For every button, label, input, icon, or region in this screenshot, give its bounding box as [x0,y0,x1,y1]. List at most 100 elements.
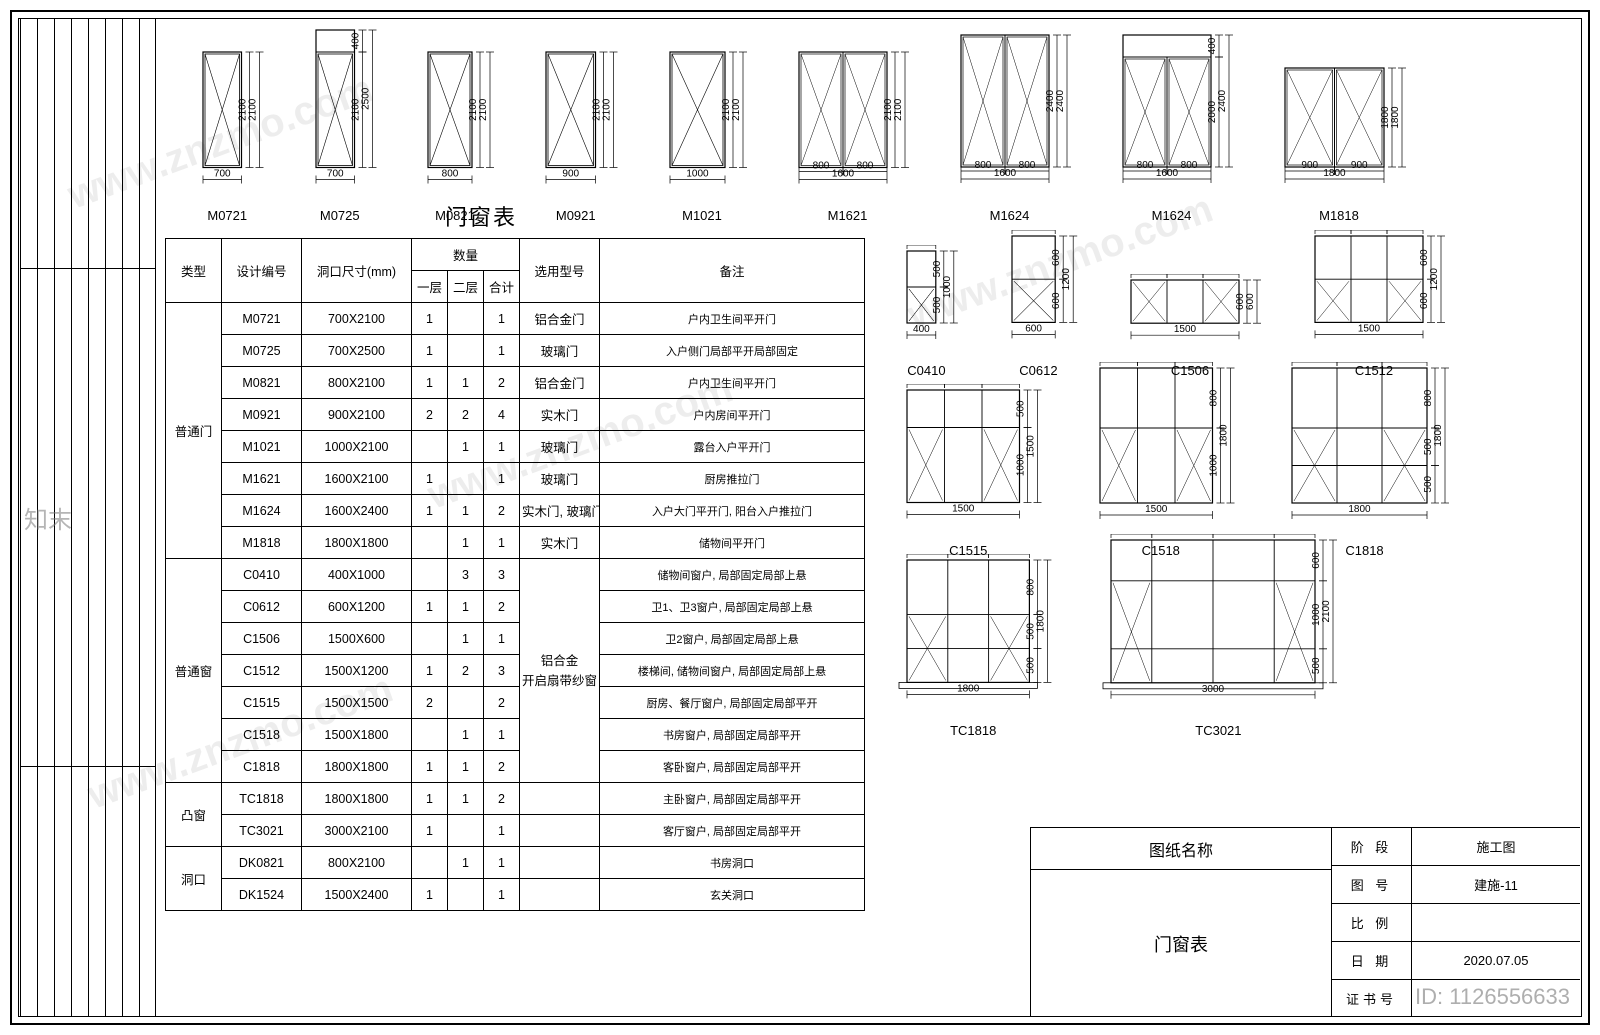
cell-size: 1600X2100 [302,463,412,495]
cell-size: 1800X1800 [302,751,412,783]
cell-q1 [412,719,448,751]
svg-text:500: 500 [1423,475,1434,492]
svg-text:600: 600 [1051,292,1062,309]
svg-text:1000: 1000 [942,275,953,298]
svg-text:600: 600 [1419,249,1430,266]
table-row: M18181800X180011实木门储物间平开门 [166,527,865,559]
cell-size: 600X1200 [302,591,412,623]
cell-model: 铝合金门 [520,367,600,399]
svg-text:2100: 2100 [248,98,259,121]
cell-qt: 1 [484,879,520,911]
svg-text:1800: 1800 [957,684,980,695]
cell-code: TC3021 [222,815,302,847]
svg-text:800: 800 [812,160,829,171]
cell-q1: 1 [412,591,448,623]
cell-size: 1500X1500 [302,687,412,719]
cell-q2 [448,463,484,495]
window-elevation: 500 500 500 1500 500 1000 1500C1515 [883,384,1054,558]
svg-text:1800: 1800 [1035,610,1046,633]
tb-row-value [1412,904,1580,941]
svg-text:1500: 1500 [1358,324,1381,335]
cell-code: C0410 [222,559,302,591]
cell-size: 700X2100 [302,303,412,335]
cell-size: 3000X2100 [302,815,412,847]
table-row: M16211600X210011玻璃门厨房推拉门 [166,463,865,495]
cell-qt: 1 [484,335,520,367]
svg-text:1500: 1500 [952,504,975,515]
windows-row-3: 600 600 600 1800 800 500 500 1800TC1818 … [875,568,1580,738]
svg-text:1000: 1000 [686,168,709,179]
svg-text:900: 900 [1301,160,1318,171]
cell-size: 1500X600 [302,623,412,655]
cell-code: C1515 [222,687,302,719]
cell-q1: 2 [412,399,448,431]
cell-remark: 入户侧门局部平开局部固定 [600,335,865,367]
watermark-id: ID: 1126556633 [1415,984,1570,1010]
tb-name-label: 图纸名称 [1031,837,1331,861]
table-row: M0725700X250011玻璃门入户侧门局部平开局部固定 [166,335,865,367]
cell-size: 800X2100 [302,847,412,879]
svg-text:1800: 1800 [1433,424,1444,447]
svg-text:800: 800 [1208,389,1219,406]
svg-text:400: 400 [1207,37,1218,54]
titleblock-row: 日 期 2020.07.05 [1332,942,1580,980]
cell-q2: 2 [448,399,484,431]
svg-text:2500: 2500 [360,87,371,110]
svg-text:600: 600 [1025,324,1042,335]
window-code: TC3021 [1195,723,1241,738]
svg-text:1500: 1500 [1174,324,1197,335]
cell-code: M0821 [222,367,302,399]
tb-row-label: 证书号 [1332,980,1412,1017]
cell-remark: 户内卫生间平开门 [600,367,865,399]
cell-remark: 卫1、卫3窗户, 局部固定局部上悬 [600,591,865,623]
cell-size: 1600X2400 [302,495,412,527]
cell-qt: 3 [484,559,520,591]
cell-code: C1518 [222,719,302,751]
cell-remark: 户内卫生间平开门 [600,303,865,335]
door-code: M1624 [990,208,1030,223]
table-row: C15061500X60011卫2窗户, 局部固定局部上悬 [166,623,865,655]
cell-code: TC1818 [222,783,302,815]
cell-type: 普通窗 [166,559,222,783]
sheet-title: 门窗表 [445,200,517,232]
cell-type: 凸窗 [166,783,222,847]
table-row: M0821800X2100112铝合金门户内卫生间平开门 [166,367,865,399]
svg-text:500: 500 [1016,400,1027,417]
tb-phase-label: 阶 段 [1332,828,1412,865]
tb-name-value: 门窗表 [1031,870,1331,1017]
cell-qt: 1 [484,527,520,559]
door-code: M1021 [682,208,722,223]
cell-q2: 1 [448,495,484,527]
svg-text:400: 400 [913,324,930,335]
svg-text:600: 600 [1419,292,1430,309]
door-elevation: 700 2100 2100M0721 [175,44,280,223]
svg-text:800: 800 [1025,579,1036,596]
table-row: 普通门M0721700X210011铝合金门户内卫生间平开门 [166,303,865,335]
cell-q1 [412,847,448,879]
cell-q1 [412,623,448,655]
svg-text:1500: 1500 [1026,435,1037,458]
tb-row-value: 建施-11 [1412,866,1580,903]
window-elevation: 600 600 600 1800 800 500 500 1800TC1818 [883,554,1063,738]
table-row: TC30213000X210011客厅窗户, 局部固定局部平开 [166,815,865,847]
cell-code: M1021 [222,431,302,463]
svg-text:2100: 2100 [721,98,732,121]
windows-row-2: 500 500 500 1500 500 1000 1500C1515 500 … [875,388,1580,558]
svg-text:800: 800 [856,160,873,171]
th-code: 设计编号 [222,239,302,303]
table-row: 普通窗C0410400X100033铝合金开启扇带纱窗储物间窗户, 局部固定局部… [166,559,865,591]
table-row: C15151500X150022厨房、餐厅窗户, 局部固定局部平开 [166,687,865,719]
tb-row-value: 2020.07.05 [1412,942,1580,979]
window-elevation: 600 900 900 600 3000 600 1000 500 2100TC… [1087,534,1349,738]
table-row: DK15241500X240011玄关洞口 [166,879,865,911]
cell-code: DK1524 [222,879,302,911]
cell-code: C1506 [222,623,302,655]
svg-text:900: 900 [562,168,579,179]
svg-text:2100: 2100 [592,98,603,121]
svg-text:2100: 2100 [350,98,361,121]
cell-qt: 2 [484,591,520,623]
cell-remark: 户内房间平开门 [600,399,865,431]
schedule-table: 类型 设计编号 洞口尺寸(mm) 数量 选用型号 备注 一层 二层 合计 普通门… [165,238,865,911]
cell-remark: 客卧窗户, 局部固定局部平开 [600,751,865,783]
svg-text:500: 500 [1311,657,1322,674]
